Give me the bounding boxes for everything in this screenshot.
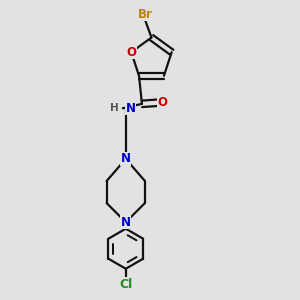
Text: H: H <box>110 103 118 113</box>
Text: N: N <box>121 152 131 165</box>
Text: N: N <box>121 216 131 229</box>
Text: Cl: Cl <box>119 278 132 291</box>
Text: O: O <box>126 46 136 59</box>
Text: O: O <box>158 96 168 109</box>
Text: Br: Br <box>137 8 152 21</box>
Text: N: N <box>126 102 136 115</box>
